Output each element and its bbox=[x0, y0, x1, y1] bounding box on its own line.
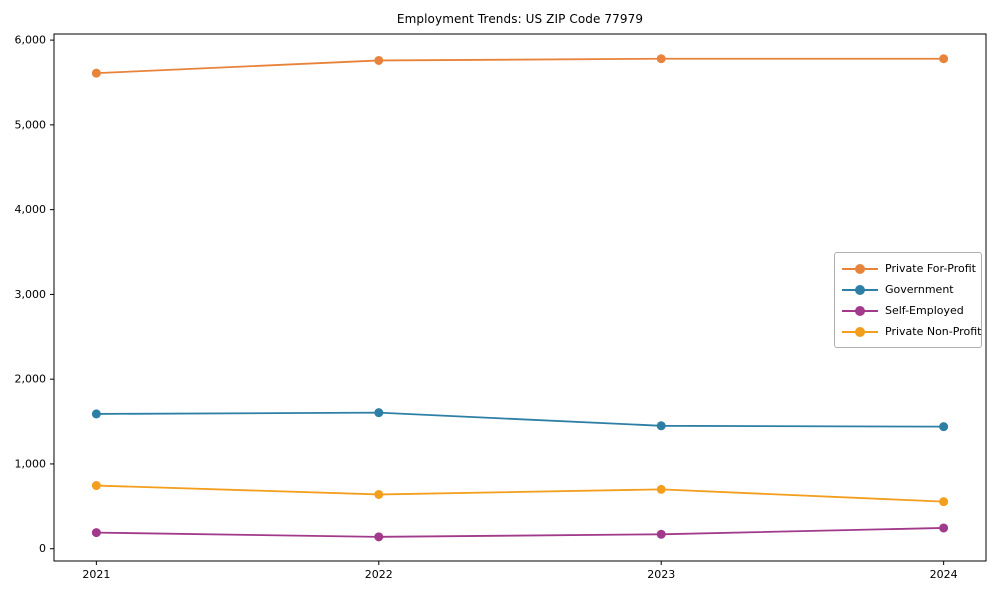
legend-line-dot-icon bbox=[842, 305, 878, 316]
legend-label: Government bbox=[885, 283, 954, 296]
data-point-private-non-profit-2022 bbox=[374, 489, 384, 499]
legend-line-dot-icon bbox=[842, 326, 878, 337]
series-line-private-for-profit bbox=[96, 57, 944, 75]
legend-label: Private For-Profit bbox=[885, 262, 976, 275]
data-point-private-for-profit-2022 bbox=[374, 55, 384, 65]
data-point-self-employed-2022 bbox=[374, 532, 384, 542]
y-tick-label: 3,000 bbox=[15, 288, 47, 301]
legend: Private For-Profit Government Self-Employe… bbox=[834, 252, 982, 348]
legend-item-private-for-profit: Private For-Profit bbox=[842, 262, 976, 275]
y-tick-label: 1,000 bbox=[15, 457, 47, 470]
chart-title: Employment Trends: US ZIP Code 77979 bbox=[396, 12, 644, 26]
y-tick-label: 4,000 bbox=[15, 203, 47, 216]
y-tick-label: 5,000 bbox=[15, 118, 47, 131]
data-point-private-non-profit-2021 bbox=[91, 481, 101, 491]
data-point-private-non-profit-2023 bbox=[656, 484, 666, 494]
y-tick-label: 6,000 bbox=[15, 34, 47, 47]
x-tick-label: 2024 bbox=[930, 568, 958, 581]
y-tick-label: 2,000 bbox=[15, 373, 47, 386]
data-point-private-for-profit-2021 bbox=[91, 68, 101, 78]
legend-line-dot-icon bbox=[842, 284, 878, 295]
legend-item-self-employed: Self-Employed bbox=[842, 304, 974, 317]
data-point-government-2021 bbox=[91, 409, 101, 419]
data-point-private-for-profit-2023 bbox=[656, 54, 666, 64]
data-point-private-for-profit-2024 bbox=[939, 54, 949, 64]
series-line-private-non-profit bbox=[96, 484, 944, 503]
series-line-self-employed bbox=[96, 527, 944, 538]
x-tick-label: 2023 bbox=[647, 568, 675, 581]
series-line-government bbox=[96, 411, 944, 428]
x-tick-label: 2021 bbox=[82, 568, 110, 581]
legend-line-dot-icon bbox=[842, 263, 878, 274]
data-point-self-employed-2024 bbox=[939, 523, 949, 533]
data-point-government-2023 bbox=[656, 421, 666, 431]
data-point-self-employed-2023 bbox=[656, 529, 666, 539]
data-point-government-2022 bbox=[374, 408, 384, 418]
plot-border bbox=[53, 33, 987, 562]
y-tick-label: 0 bbox=[39, 542, 46, 555]
x-tick-label: 2022 bbox=[365, 568, 393, 581]
legend-item-private-non-profit: Private Non-Profit bbox=[842, 325, 981, 338]
data-point-government-2024 bbox=[939, 422, 949, 432]
data-point-private-non-profit-2024 bbox=[939, 497, 949, 507]
legend-item-government: Government bbox=[842, 283, 974, 296]
legend-label: Self-Employed bbox=[885, 304, 964, 317]
legend-label: Private Non-Profit bbox=[885, 325, 982, 338]
data-point-self-employed-2021 bbox=[91, 528, 101, 538]
